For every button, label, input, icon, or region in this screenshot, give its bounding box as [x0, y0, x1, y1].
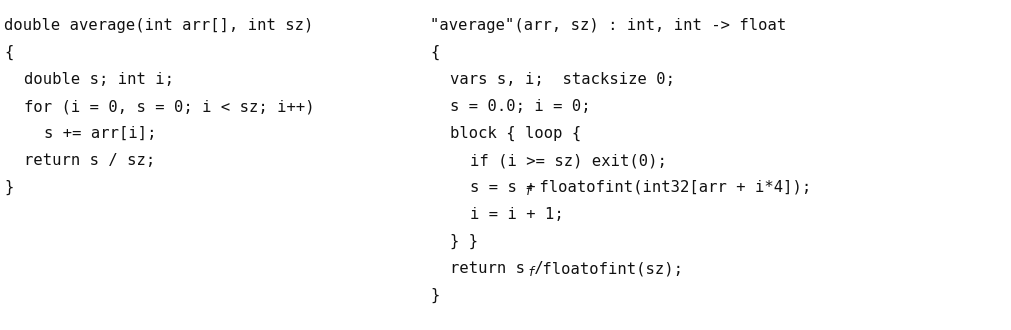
Text: i = i + 1;: i = i + 1; — [470, 207, 564, 222]
Text: vars s, i;  stacksize 0;: vars s, i; stacksize 0; — [450, 72, 675, 87]
Text: s += arr[i];: s += arr[i]; — [44, 126, 157, 141]
Text: }: } — [430, 288, 440, 303]
Text: {: { — [4, 45, 13, 60]
Text: double average(int arr[], int sz): double average(int arr[], int sz) — [4, 18, 313, 33]
Text: }: } — [4, 180, 13, 195]
Text: s = s +: s = s + — [470, 180, 536, 195]
Text: s = 0.0; i = 0;: s = 0.0; i = 0; — [450, 99, 590, 114]
Text: for (i = 0, s = 0; i < sz; i++): for (i = 0, s = 0; i < sz; i++) — [24, 99, 314, 114]
Text: } }: } } — [450, 234, 478, 249]
Text: f: f — [524, 185, 532, 198]
Text: block { loop {: block { loop { — [450, 126, 581, 141]
Text: floatofint(int32[arr + i*4]);: floatofint(int32[arr + i*4]); — [530, 180, 811, 195]
Text: double s; int i;: double s; int i; — [24, 72, 174, 87]
Text: if (i >= sz) exit(0);: if (i >= sz) exit(0); — [470, 153, 667, 168]
Text: {: { — [430, 45, 440, 60]
Text: return s / sz;: return s / sz; — [24, 153, 156, 168]
Text: return s /: return s / — [450, 261, 544, 276]
Text: f: f — [527, 266, 535, 279]
Text: "average"(arr, sz) : int, int -> float: "average"(arr, sz) : int, int -> float — [430, 18, 787, 33]
Text: floatofint(sz);: floatofint(sz); — [533, 261, 683, 276]
